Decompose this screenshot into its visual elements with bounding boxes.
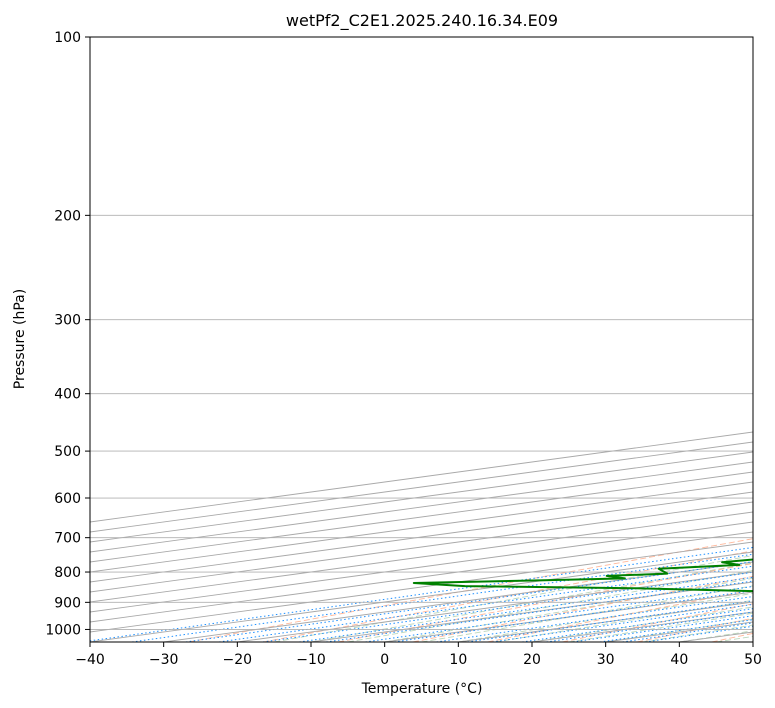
y-tick-label: 700: [54, 531, 81, 547]
y-axis-ticks: 100 200 300 400 500 600 700 800 900 1000: [45, 30, 90, 638]
isotherm-line: [752, 641, 753, 642]
y-tick-label: 300: [54, 313, 81, 329]
isotherm-line: [90, 471, 753, 563]
mixing-ratio-line: [436, 596, 753, 642]
x-tick-label: 30: [597, 652, 615, 668]
isotherm-line: [90, 511, 753, 603]
x-tick-label: 0: [380, 652, 389, 668]
isotherm-line: [90, 521, 753, 613]
isotherm-line: [90, 461, 753, 553]
moist-adiabat-line: [421, 585, 753, 642]
isotherm-line: [90, 451, 753, 543]
y-tick-label: 100: [54, 30, 81, 46]
y-tick-label: 800: [54, 565, 81, 581]
dry-adiabat-line: [188, 538, 753, 642]
dewpoint-profile-line: [412, 558, 753, 593]
mixing-ratio-line: [522, 608, 753, 642]
x-tick-label: 50: [744, 652, 762, 668]
isotherm-line: [90, 531, 753, 623]
pressure-gridlines: [90, 37, 753, 630]
mixing-ratio-line: [90, 546, 753, 642]
x-axis-label: Temperature (°C): [361, 681, 483, 697]
moist-adiabat-line: [347, 570, 753, 642]
plot-background: [90, 37, 753, 642]
dry-adiabat-line: [263, 550, 753, 642]
y-tick-label: 900: [54, 595, 81, 611]
mixing-ratio-line: [131, 553, 753, 642]
isotherm-line: [90, 491, 753, 583]
x-tick-label: −20: [223, 652, 253, 668]
y-tick-label: 200: [54, 208, 81, 224]
plot-frame: [89, 36, 754, 643]
y-tick-label: 1000: [45, 622, 81, 638]
moist-adiabat-line: [274, 555, 753, 642]
isotherm-line: [90, 481, 753, 573]
x-tick-label: −30: [149, 652, 179, 668]
chart-title: wetPf2_C2E1.2025.240.16.34.E09: [286, 11, 558, 31]
x-axis-ticks: −40 −30 −20 −10 0 10 20 30 40 50: [75, 642, 762, 668]
dry-adiabats: [188, 538, 753, 642]
isotherms: [90, 431, 753, 642]
x-tick-label: 40: [670, 652, 688, 668]
mixing-ratio-line: [492, 603, 753, 642]
x-tick-label: 10: [449, 652, 467, 668]
y-axis-label: Pressure (hPa): [12, 289, 28, 389]
dry-adiabat-line: [412, 575, 753, 642]
y-tick-label: 400: [54, 387, 81, 403]
dry-adiabat-line: [487, 589, 753, 642]
x-tick-label: −10: [296, 652, 326, 668]
mixing-ratio-line: [467, 600, 753, 642]
x-tick-label: 20: [523, 652, 541, 668]
isotherm-line: [90, 501, 753, 593]
sounding-profiles: [412, 558, 753, 593]
y-tick-label: 500: [54, 444, 81, 460]
y-tick-label: 600: [54, 491, 81, 507]
x-tick-label: −40: [75, 652, 105, 668]
